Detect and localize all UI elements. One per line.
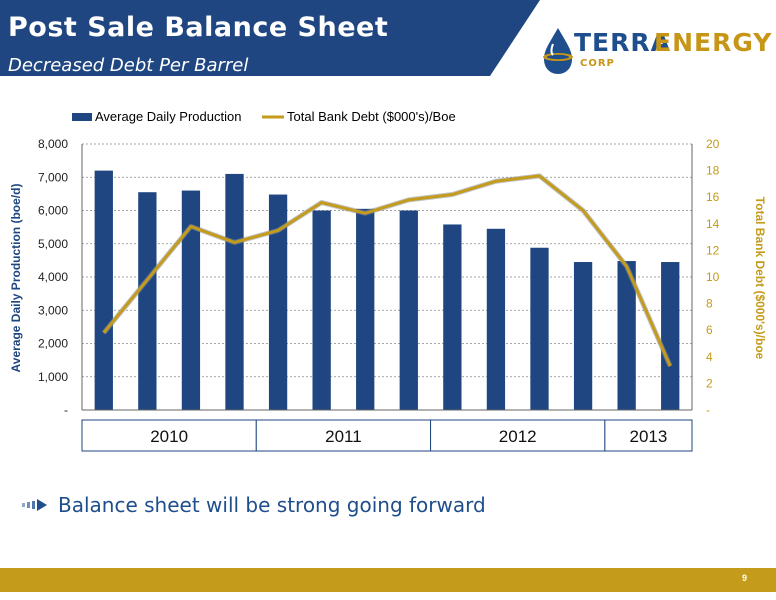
right-axis-title: Total Bank Debt ($000's)/boe xyxy=(753,197,767,360)
legend: Average Daily Production Total Bank Debt… xyxy=(72,109,456,124)
bullet-item: Balance sheet will be strong going forwa… xyxy=(22,492,486,518)
right-tick-label: 6 xyxy=(706,323,713,337)
production-bar xyxy=(356,208,375,410)
page-title: Post Sale Balance Sheet xyxy=(8,12,389,43)
logo-corp: CORP xyxy=(580,58,615,69)
production-bar xyxy=(661,262,680,410)
banner-shape xyxy=(0,0,540,76)
left-tick-label: 3,000 xyxy=(38,303,68,317)
year-box xyxy=(604,419,693,452)
axes xyxy=(81,144,693,411)
production-bar xyxy=(225,173,244,410)
production-bar xyxy=(312,210,331,410)
left-tick-label: 5,000 xyxy=(38,237,68,251)
left-tick-label: 1,000 xyxy=(38,370,68,384)
left-tick-label: 4,000 xyxy=(38,270,68,284)
legend-label-debt: Total Bank Debt ($000's)/Boe xyxy=(287,109,456,124)
production-bar xyxy=(573,262,593,410)
year-label: 2011 xyxy=(325,427,362,446)
gridlines xyxy=(82,143,692,411)
production-bar xyxy=(399,210,418,410)
company-logo: TERRA ENERGY CORP xyxy=(540,22,776,80)
left-tick-label: 2,000 xyxy=(38,337,68,351)
production-debt-chart: Average Daily Production Total Bank Debt… xyxy=(9,109,767,452)
footer-bar xyxy=(0,568,776,592)
right-tick-label: 20 xyxy=(706,137,720,151)
production-bar xyxy=(486,228,506,410)
title-banner xyxy=(0,0,540,76)
year-label: 2010 xyxy=(150,427,188,446)
line-series xyxy=(101,173,673,368)
year-label: 2013 xyxy=(630,427,668,446)
left-tick-label: 6,000 xyxy=(38,204,68,218)
right-tick-label: 2 xyxy=(706,376,713,390)
legend-swatch-production xyxy=(72,113,92,121)
year-box xyxy=(81,419,257,452)
right-tick-label: 4 xyxy=(706,350,713,364)
right-tick-label: 14 xyxy=(706,217,720,231)
right-tick-label: 18 xyxy=(706,164,720,178)
production-bar xyxy=(268,194,288,410)
logo-wordmark-terra: TERRA xyxy=(574,28,671,57)
bullet-text: Balance sheet will be strong going forwa… xyxy=(58,493,486,517)
left-axis-title: Average Daily Production (boe/d) xyxy=(9,184,23,373)
production-bar xyxy=(530,247,549,410)
right-tick-label: 10 xyxy=(706,270,720,284)
logo-wordmark-energy: ENERGY xyxy=(654,28,773,57)
bullet-arrow-icon xyxy=(22,499,47,511)
droplet-icon xyxy=(543,28,573,74)
right-tick-label: 16 xyxy=(706,190,720,204)
page-number: 9 xyxy=(742,573,748,583)
page-subtitle: Decreased Debt Per Barrel xyxy=(8,55,249,76)
year-groups: 2010 2011 2012 2013 xyxy=(81,419,693,452)
production-bar xyxy=(138,192,157,410)
legend-label-production: Average Daily Production xyxy=(95,109,241,124)
bar-series xyxy=(94,170,680,410)
right-tick-label: 8 xyxy=(706,297,713,311)
production-bar xyxy=(617,261,636,410)
left-tick-label: 8,000 xyxy=(38,137,68,151)
right-tick-label: 12 xyxy=(706,243,720,257)
year-label: 2012 xyxy=(499,427,537,446)
year-box xyxy=(255,419,432,452)
year-box xyxy=(430,419,606,452)
debt-line xyxy=(102,174,672,367)
production-bar xyxy=(94,170,113,410)
left-tick-label: 7,000 xyxy=(38,170,68,184)
right-tick-label: - xyxy=(706,403,710,417)
production-bar xyxy=(181,190,201,410)
left-tick-label: - xyxy=(64,403,68,417)
left-axis-ticks: - 1,000 2,000 3,000 4,000 5,000 6,000 7,000 8,00… xyxy=(38,137,68,417)
production-bar xyxy=(443,224,462,410)
right-axis-ticks: - 2 4 6 8 10 12 14 16 18 20 xyxy=(706,137,720,417)
